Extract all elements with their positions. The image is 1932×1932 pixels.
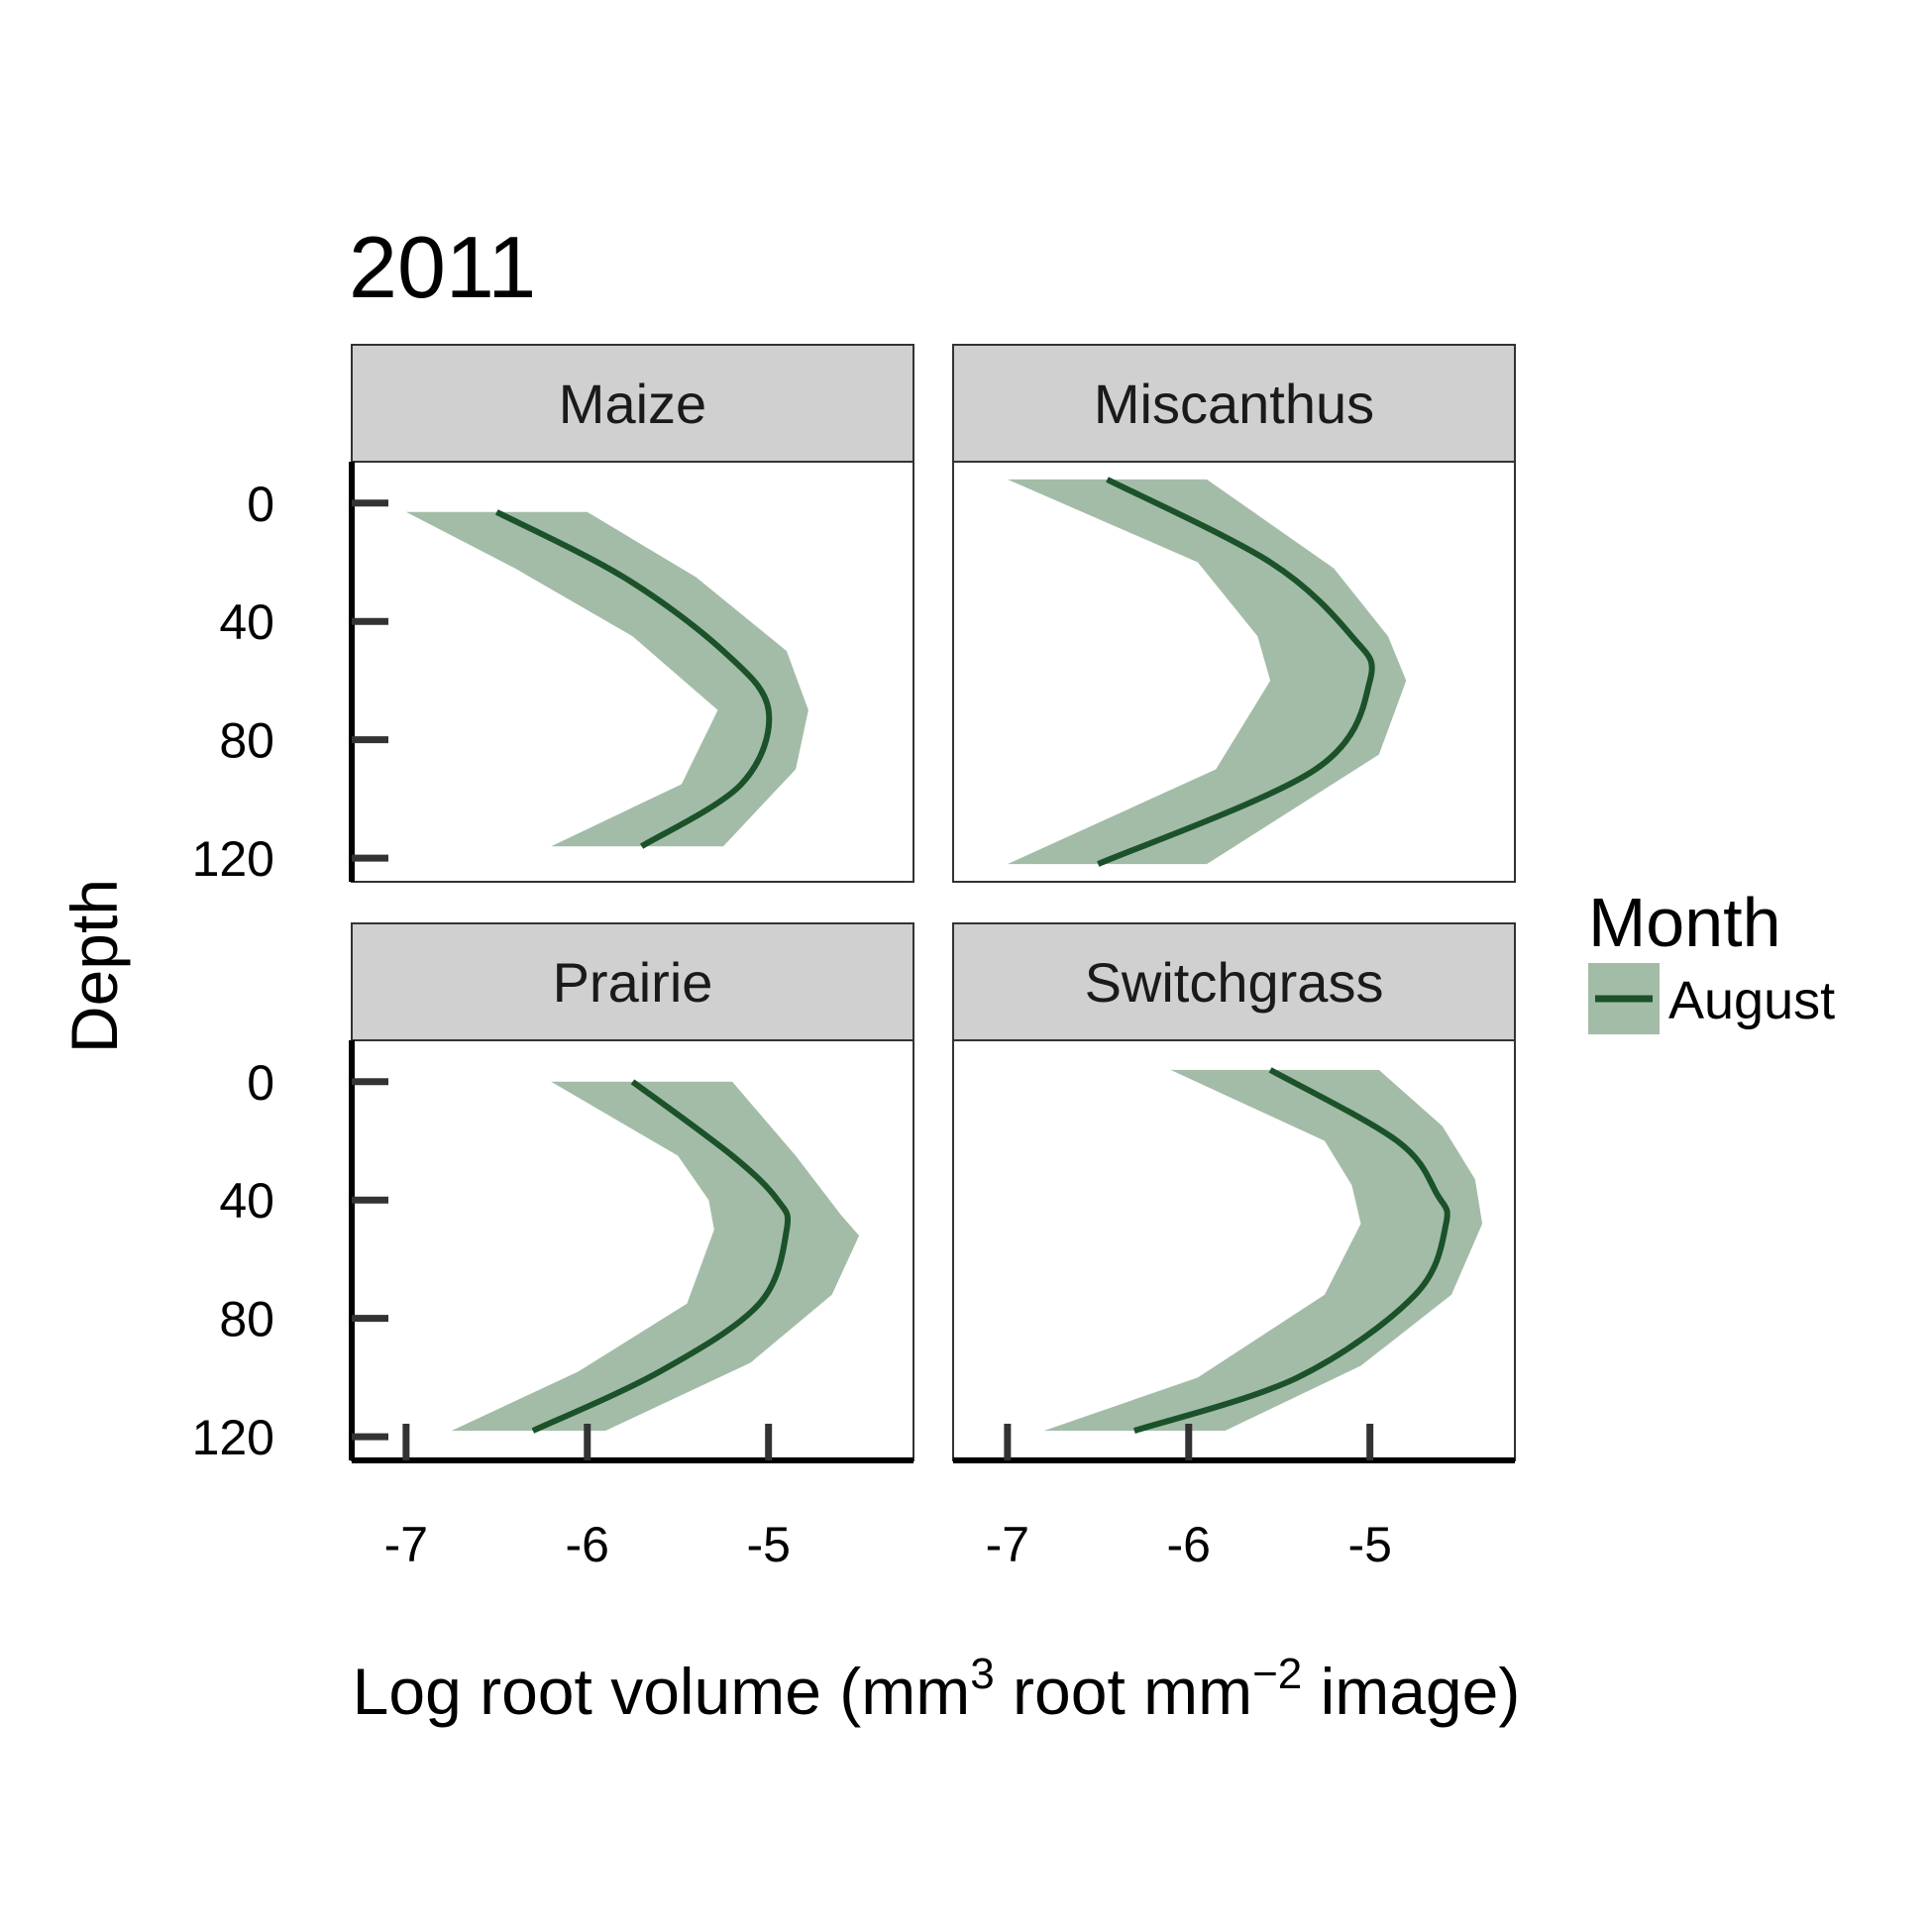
x-tick-label: -5 (746, 1517, 790, 1572)
ribbon-maize (405, 511, 808, 847)
legend: Month August (1588, 884, 1835, 1034)
ribbon-prairie (451, 1081, 860, 1432)
line-maize (494, 509, 773, 849)
x-axis-title-part-b: root mm (995, 1655, 1252, 1728)
y-tick-label: 120 (192, 1410, 274, 1465)
y-tick-label: 0 (247, 1055, 274, 1111)
line-prairie (531, 1079, 792, 1434)
strip-miscanthus (952, 344, 1516, 463)
x-tick-label: -6 (566, 1517, 609, 1572)
y-tick-label: 40 (219, 1173, 274, 1229)
x-axis-title: Log root volume (mm3 root mm−2 image) (353, 1650, 1521, 1728)
x-tick-label: -6 (1167, 1517, 1211, 1572)
x-tick-label: -5 (1347, 1517, 1391, 1572)
y-tick-label: 40 (219, 594, 274, 650)
strip-label-switchgrass: Switchgrass (1085, 951, 1384, 1014)
y-tick-label: 0 (247, 477, 274, 532)
ribbon-switchgrass (1043, 1069, 1483, 1432)
ribbon-miscanthus (1007, 479, 1407, 865)
panel-miscanthus: Miscanthus (952, 344, 1516, 883)
panel-switchgrass: Switchgrass -7 -6 -5 (952, 922, 1516, 1572)
strip-label-miscanthus: Miscanthus (1094, 373, 1374, 435)
strip-label-prairie: Prairie (553, 951, 713, 1014)
x-axis-title-sup1: 3 (970, 1650, 994, 1698)
y-tick-label: 120 (192, 831, 274, 887)
x-axis-title-part-c: image) (1302, 1655, 1520, 1728)
x-axis-title-sup2: −2 (1252, 1650, 1302, 1698)
y-tick-label: 80 (219, 1292, 274, 1347)
y-tick-label: 80 (219, 713, 274, 769)
strip-switchgrass (952, 922, 1516, 1041)
chart-title: 2011 (349, 218, 536, 316)
strip-label-maize: Maize (559, 373, 706, 435)
panel-maize: Maize 0 40 80 120 (192, 344, 914, 887)
legend-label-august: August (1668, 971, 1835, 1030)
x-tick-label: -7 (986, 1517, 1029, 1572)
strip-maize (351, 344, 914, 463)
panels-group: Maize 0 40 80 120 Miscanthus Prairie 0 40 80 120 -7… (192, 344, 1516, 1572)
x-axis-title-part-a: Log root volume (mm (353, 1655, 971, 1728)
x-tick-label: -7 (384, 1517, 428, 1572)
line-switchgrass (1132, 1067, 1450, 1434)
strip-prairie (351, 922, 914, 1041)
line-miscanthus (1097, 477, 1375, 867)
panel-prairie: Prairie 0 40 80 120 -7 -6 -5 (192, 922, 914, 1572)
legend-title: Month (1588, 884, 1781, 961)
y-axis-title: Depth (57, 879, 131, 1053)
